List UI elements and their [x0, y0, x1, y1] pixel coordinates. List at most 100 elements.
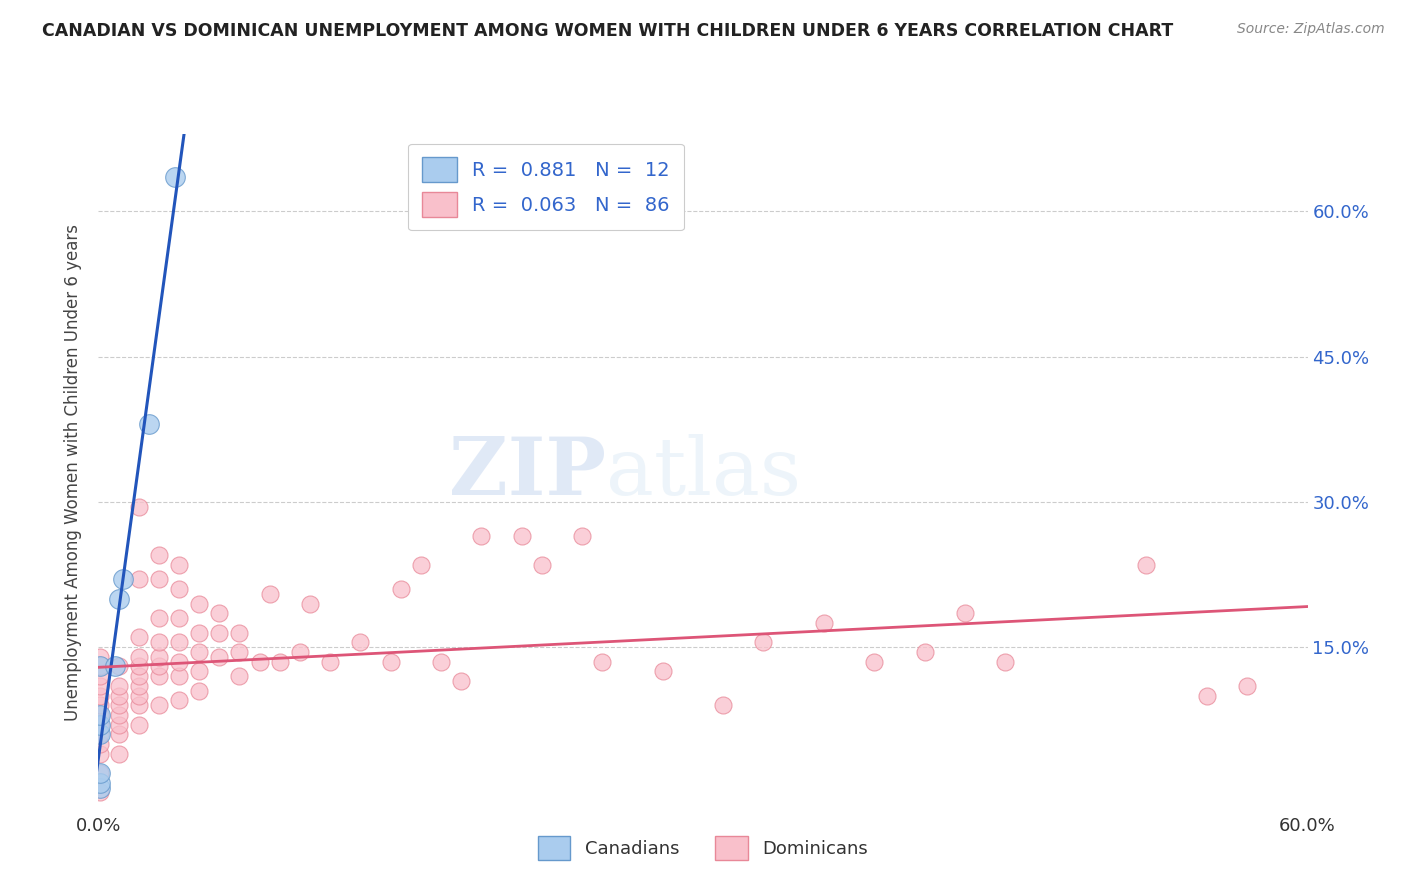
- Point: [89, 669, 111, 683]
- Point: [450, 673, 472, 688]
- Text: Source: ZipAtlas.com: Source: ZipAtlas.com: [1237, 22, 1385, 37]
- Point: [863, 655, 886, 669]
- Point: [107, 698, 129, 713]
- Point: [510, 529, 533, 543]
- Point: [167, 693, 190, 707]
- Point: [752, 635, 775, 649]
- Point: [208, 649, 231, 664]
- Point: [89, 766, 111, 780]
- Point: [107, 717, 129, 731]
- Point: [430, 655, 453, 669]
- Point: [103, 659, 125, 673]
- Point: [107, 591, 129, 606]
- Point: [228, 669, 250, 683]
- Point: [128, 669, 150, 683]
- Point: [651, 665, 673, 679]
- Point: [128, 689, 150, 703]
- Point: [208, 606, 231, 620]
- Point: [107, 727, 129, 741]
- Point: [188, 683, 211, 698]
- Point: [128, 500, 150, 514]
- Text: ZIP: ZIP: [450, 434, 606, 512]
- Point: [89, 747, 111, 761]
- Point: [299, 597, 322, 611]
- Point: [148, 611, 170, 625]
- Text: CANADIAN VS DOMINICAN UNEMPLOYMENT AMONG WOMEN WITH CHILDREN UNDER 6 YEARS CORRE: CANADIAN VS DOMINICAN UNEMPLOYMENT AMONG…: [42, 22, 1174, 40]
- Point: [1135, 558, 1157, 572]
- Point: [148, 659, 170, 673]
- Point: [188, 645, 211, 659]
- Point: [89, 766, 111, 780]
- Point: [89, 737, 111, 751]
- Point: [953, 606, 976, 620]
- Point: [148, 635, 170, 649]
- Point: [571, 529, 593, 543]
- Point: [89, 775, 111, 789]
- Point: [208, 625, 231, 640]
- Point: [188, 665, 211, 679]
- Point: [349, 635, 371, 649]
- Point: [228, 645, 250, 659]
- Point: [89, 689, 111, 703]
- Y-axis label: Unemployment Among Women with Children Under 6 years: Unemployment Among Women with Children U…: [65, 224, 83, 722]
- Point: [89, 649, 111, 664]
- Text: atlas: atlas: [606, 434, 801, 512]
- Point: [128, 717, 150, 731]
- Point: [591, 655, 613, 669]
- Point: [319, 655, 342, 669]
- Point: [389, 582, 412, 596]
- Point: [107, 659, 129, 673]
- Point: [107, 689, 129, 703]
- Point: [813, 615, 835, 630]
- Point: [148, 698, 170, 713]
- Point: [409, 558, 432, 572]
- Point: [167, 611, 190, 625]
- Point: [530, 558, 553, 572]
- Point: [89, 717, 111, 731]
- Point: [228, 625, 250, 640]
- Point: [128, 659, 150, 673]
- Point: [107, 679, 129, 693]
- Point: [107, 707, 129, 722]
- Point: [167, 655, 190, 669]
- Point: [107, 747, 129, 761]
- Point: [148, 548, 170, 562]
- Point: [138, 417, 160, 432]
- Point: [89, 785, 111, 799]
- Point: [111, 572, 134, 586]
- Point: [1236, 679, 1258, 693]
- Legend: Canadians, Dominicans: Canadians, Dominicans: [527, 826, 879, 871]
- Point: [269, 655, 291, 669]
- Point: [89, 727, 111, 741]
- Point: [163, 170, 186, 185]
- Point: [128, 649, 150, 664]
- Point: [128, 698, 150, 713]
- Point: [380, 655, 402, 669]
- Point: [89, 717, 111, 731]
- Point: [188, 597, 211, 611]
- Point: [188, 625, 211, 640]
- Point: [89, 659, 111, 673]
- Point: [470, 529, 492, 543]
- Point: [259, 587, 281, 601]
- Point: [89, 698, 111, 713]
- Point: [89, 780, 111, 795]
- Point: [89, 707, 111, 722]
- Point: [167, 635, 190, 649]
- Point: [167, 669, 190, 683]
- Point: [1195, 689, 1218, 703]
- Point: [128, 631, 150, 645]
- Point: [89, 727, 111, 741]
- Point: [711, 698, 734, 713]
- Point: [148, 669, 170, 683]
- Point: [89, 707, 111, 722]
- Point: [914, 645, 936, 659]
- Point: [167, 558, 190, 572]
- Point: [148, 649, 170, 664]
- Point: [288, 645, 311, 659]
- Point: [249, 655, 271, 669]
- Point: [167, 582, 190, 596]
- Point: [89, 659, 111, 673]
- Point: [128, 679, 150, 693]
- Point: [148, 572, 170, 586]
